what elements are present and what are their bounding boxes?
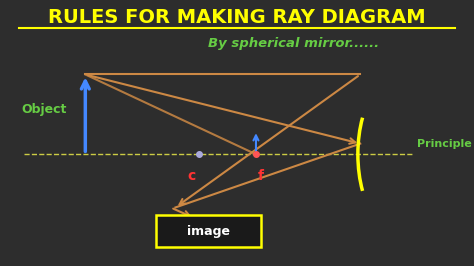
Text: Principle axis: Principle axis <box>417 139 474 149</box>
Text: Object: Object <box>21 103 66 115</box>
Text: RULES FOR MAKING RAY DIAGRAM: RULES FOR MAKING RAY DIAGRAM <box>48 8 426 27</box>
Text: image: image <box>187 225 230 238</box>
Text: f: f <box>258 169 264 183</box>
Text: By spherical mirror......: By spherical mirror...... <box>208 37 380 50</box>
FancyBboxPatch shape <box>156 215 261 247</box>
Text: c: c <box>188 169 196 183</box>
